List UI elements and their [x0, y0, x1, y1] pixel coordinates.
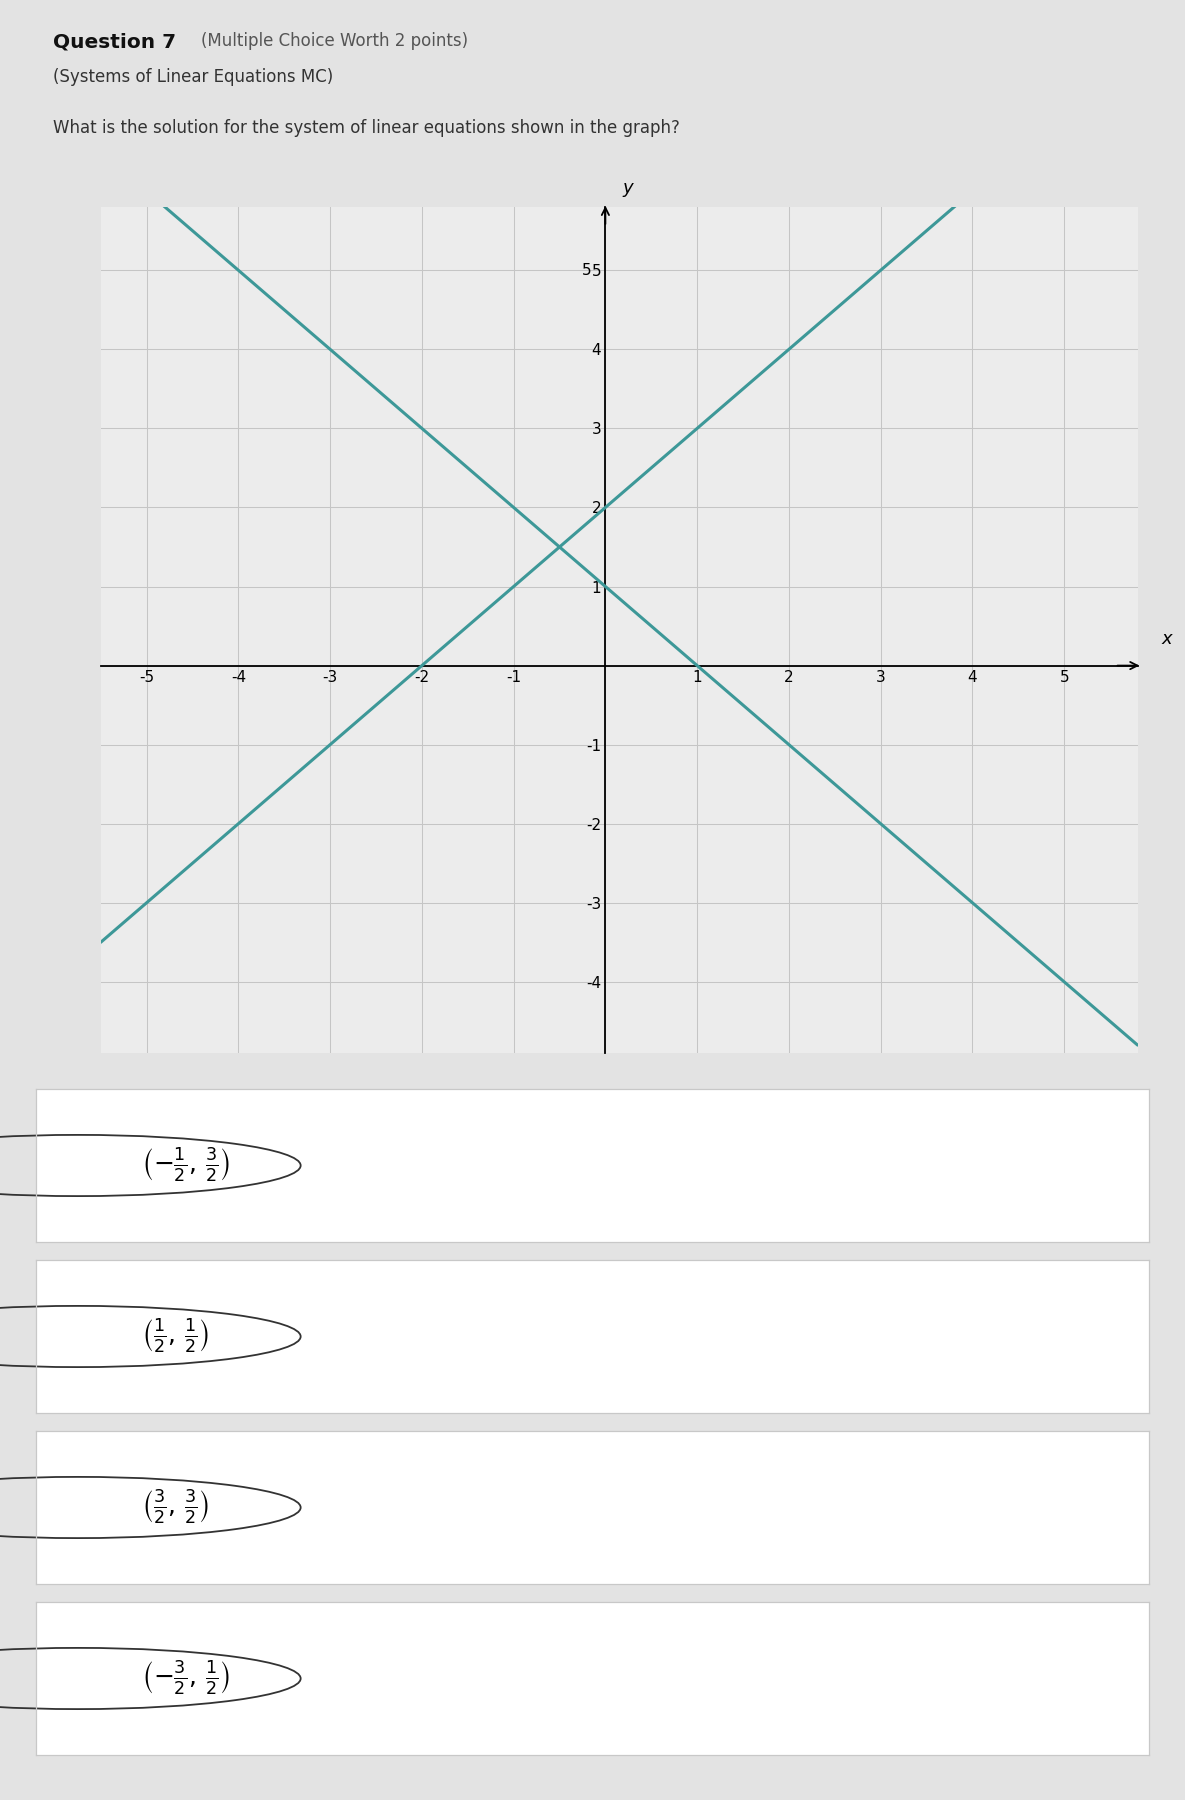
Text: $\left(\frac{1}{2},\,\frac{1}{2}\right)$: $\left(\frac{1}{2},\,\frac{1}{2}\right)$ — [141, 1318, 210, 1355]
Text: $\left(-\frac{3}{2},\,\frac{1}{2}\right)$: $\left(-\frac{3}{2},\,\frac{1}{2}\right)… — [141, 1660, 230, 1697]
Text: (Systems of Linear Equations MC): (Systems of Linear Equations MC) — [53, 68, 333, 86]
Text: $y$: $y$ — [622, 182, 635, 200]
Text: What is the solution for the system of linear equations shown in the graph?: What is the solution for the system of l… — [53, 119, 680, 137]
Text: (Multiple Choice Worth 2 points): (Multiple Choice Worth 2 points) — [201, 32, 468, 50]
Text: $\left(-\frac{1}{2},\,\frac{3}{2}\right)$: $\left(-\frac{1}{2},\,\frac{3}{2}\right)… — [141, 1147, 230, 1184]
Text: $\left(\frac{3}{2},\,\frac{3}{2}\right)$: $\left(\frac{3}{2},\,\frac{3}{2}\right)$ — [141, 1489, 210, 1526]
Text: 5: 5 — [582, 263, 591, 277]
Text: Question 7: Question 7 — [53, 32, 177, 52]
Text: $x$: $x$ — [1160, 630, 1174, 648]
